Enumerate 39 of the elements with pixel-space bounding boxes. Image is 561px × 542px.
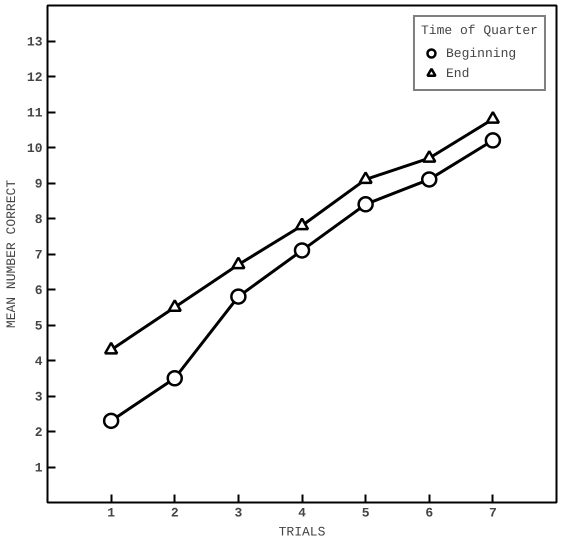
- y-tick-label: 9: [34, 176, 43, 192]
- y-tick-label: 12: [26, 70, 43, 85]
- x-tick-label: 7: [488, 506, 497, 520]
- point: [166, 370, 183, 386]
- legend-label: End: [446, 66, 470, 80]
- y-tick-label: 13: [26, 34, 43, 50]
- y-tick-label: 11: [26, 106, 43, 120]
- y-tick-label: 5: [34, 318, 43, 334]
- y-axis-title: MEAN NUMBER CORRECT: [4, 180, 19, 328]
- point: [484, 132, 502, 149]
- x-tick-label: 3: [234, 506, 242, 520]
- x-tick-label: 6: [425, 506, 434, 520]
- x-tick-label: 1: [107, 506, 116, 520]
- x-tick-label: 5: [362, 506, 370, 520]
- point: [422, 150, 436, 163]
- point: [102, 412, 120, 430]
- x-tick-label: 2: [170, 506, 179, 520]
- y-tick-label: 4: [34, 354, 43, 369]
- point: [168, 299, 182, 312]
- point: [231, 256, 246, 270]
- x-tick-label: 4: [298, 506, 306, 520]
- point: [294, 217, 310, 230]
- y-tick-label: 7: [34, 248, 43, 262]
- x-axis-title: TRIALS: [278, 524, 326, 540]
- point: [230, 288, 247, 305]
- y-tick-label: 10: [26, 141, 43, 156]
- legend-label: Beginning: [446, 46, 516, 60]
- y-tick-label: 8: [34, 212, 43, 227]
- y-tick-label: 1: [34, 460, 43, 476]
- point: [294, 242, 310, 259]
- y-tick-label: 2: [34, 425, 43, 440]
- point: [421, 171, 438, 188]
- point: [486, 110, 500, 124]
- point: [358, 171, 373, 184]
- point: [104, 342, 118, 355]
- point: [357, 196, 374, 213]
- y-tick-label: 3: [34, 390, 43, 404]
- y-tick-label: 6: [34, 283, 43, 298]
- legend-title: Time of Quarter: [420, 23, 538, 38]
